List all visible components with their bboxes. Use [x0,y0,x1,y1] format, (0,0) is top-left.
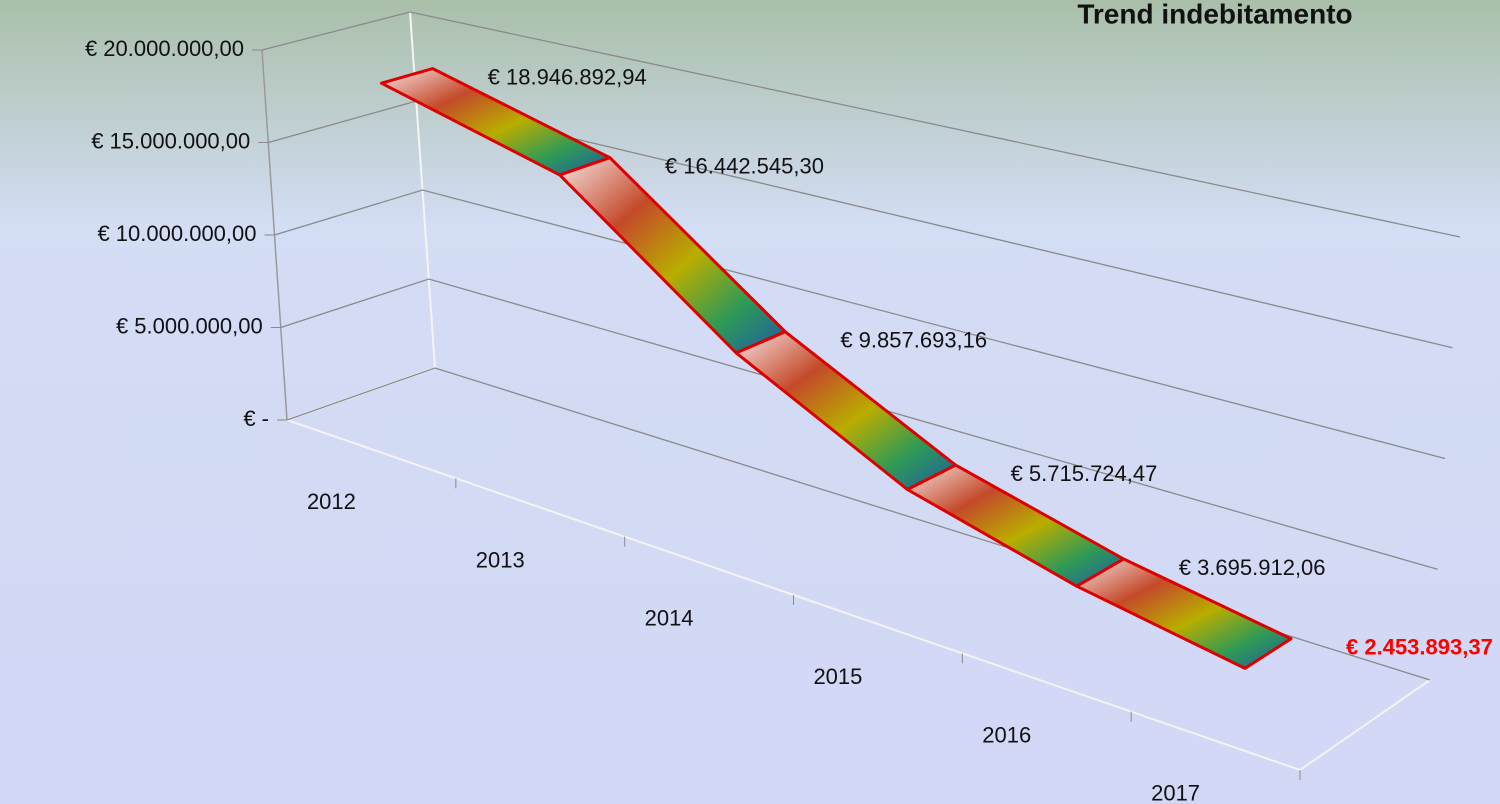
ribbon-segment [1075,557,1293,670]
data-label: € 16.442.545,30 [665,153,824,178]
x-tick-label: 2017 [1151,781,1200,804]
data-label: € 5.715.724,47 [1011,461,1158,486]
chart-title: Trend indebitamento [1077,0,1352,29]
y-tick-label: € 10.000.000,00 [97,221,256,246]
grid-line [280,278,1438,570]
grid-line [274,189,1446,460]
x-tick-label: 2013 [476,547,525,572]
y-tick-label: € 5.000.000,00 [116,313,263,338]
x-tick-label: 2012 [307,489,356,514]
x-tick-label: 2016 [982,722,1031,747]
y-tick-label: € 20.000.000,00 [85,36,244,61]
y-tick-label: € - [243,406,269,431]
x-tick-label: 2014 [645,606,694,631]
grid-line [261,11,1461,238]
data-label: € 3.695.912,06 [1179,555,1326,580]
data-label: € 18.946.892,94 [488,64,647,89]
data-label: € 2.453.893,37 [1346,634,1493,659]
y-tick-label: € 15.000.000,00 [91,128,250,153]
data-label: € 9.857.693,16 [840,328,987,353]
x-tick-label: 2015 [813,664,862,689]
